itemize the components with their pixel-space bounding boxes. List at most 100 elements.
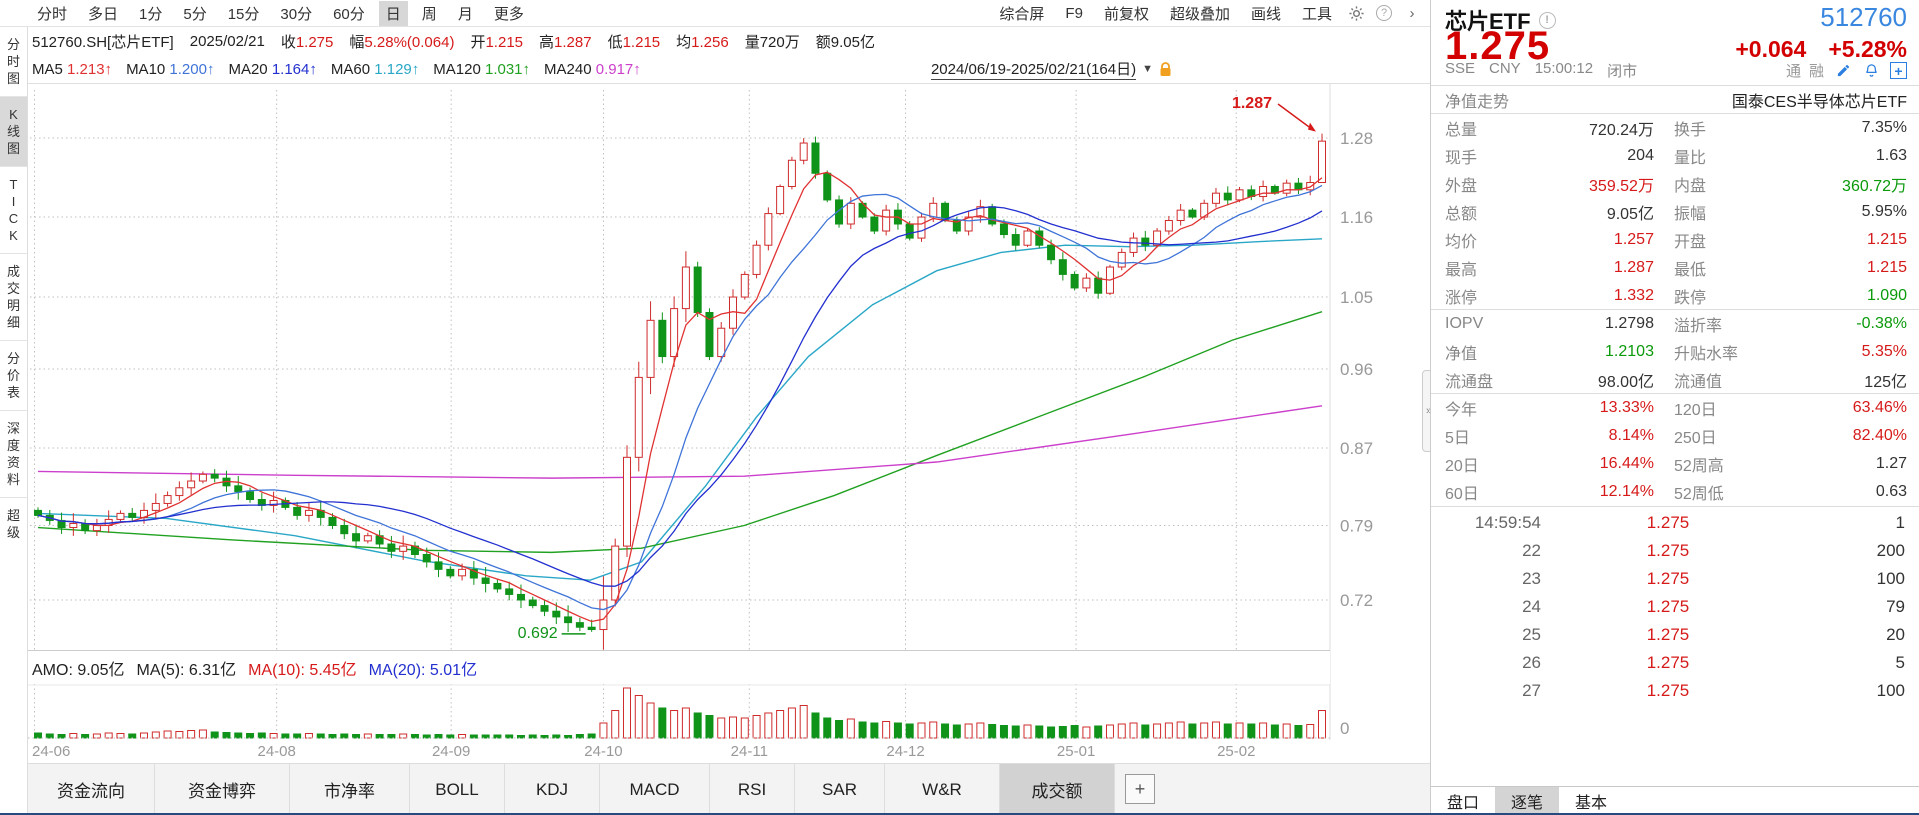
- period-tab-60分[interactable]: 60分: [333, 5, 365, 23]
- indicator-tab-资金博弈[interactable]: 资金博弈: [155, 764, 290, 813]
- svg-text:1.287: 1.287: [1232, 95, 1272, 112]
- panel-tab-bar: 盘口 逐笔 基本: [1431, 786, 1919, 813]
- stat-label: 外盘: [1445, 178, 1478, 195]
- sidebar-item-超级[interactable]: 超 级: [6, 508, 20, 540]
- toolbar-item-画线[interactable]: 画线: [1250, 5, 1281, 23]
- toolbar-item-工具[interactable]: 工具: [1301, 5, 1332, 23]
- ma-value: 0.917↑: [595, 60, 641, 78]
- tick-row[interactable]: 22 1.275 200: [1431, 537, 1919, 565]
- x-axis-label-24-09: 24-09: [431, 743, 471, 760]
- sidebar-item-深度资料[interactable]: 深 度 资 料: [0, 411, 27, 498]
- stat-value: 63.46%: [1852, 399, 1907, 416]
- info-icon[interactable]: !: [1538, 11, 1556, 29]
- stat-row-总量: 总量 720.24万 换手 7.35%: [1431, 114, 1919, 142]
- stat-value: 1.332: [1613, 286, 1654, 304]
- period-tab-1分[interactable]: 1分: [139, 5, 163, 23]
- period-tab-分时[interactable]: 分时: [37, 5, 68, 23]
- indicator-tab-BOLL[interactable]: BOLL: [410, 764, 505, 813]
- toolbar-item-F9[interactable]: F9: [1065, 4, 1083, 22]
- tick-row[interactable]: 14:59:54 1.275 1: [1431, 509, 1919, 537]
- tick-row[interactable]: 26 1.275 5: [1431, 649, 1919, 677]
- stat-value: 82.40%: [1852, 427, 1907, 444]
- stat-value: 1.63: [1875, 147, 1907, 164]
- ma-label: MA10: [126, 60, 170, 78]
- kline-chart[interactable]: 1.28 1.16 1.05 0.96 0.87 0.79 0.72 0 1.287 0.692: [28, 84, 1430, 740]
- nav-trend-row[interactable]: 净值走势 国泰CES半导体芯片ETF: [1431, 86, 1919, 114]
- sidebar-item-分价表[interactable]: 分 价 表: [0, 341, 27, 411]
- gear-icon[interactable]: [1346, 3, 1366, 23]
- svg-text:0.87: 0.87: [1340, 439, 1373, 458]
- sidebar-item-分时图[interactable]: 分 时 图: [0, 27, 27, 97]
- period-tab-5分[interactable]: 5分: [183, 5, 207, 23]
- toolbar-item-超级叠加[interactable]: 超级叠加: [1169, 5, 1230, 23]
- period-tab-月[interactable]: 月: [457, 5, 473, 23]
- add-indicator-button[interactable]: +: [1125, 774, 1155, 804]
- alert-bell-icon[interactable]: [1862, 62, 1880, 80]
- panel-tab-基本[interactable]: 基本: [1575, 795, 1608, 812]
- range-dropdown-icon[interactable]: ▼: [1142, 63, 1153, 75]
- toolbar-right-items: 综合屏 F9 前复权 超级叠加 画线 工具: [992, 1, 1346, 26]
- date-range-link[interactable]: 2024/06/19-2025/02/21(164日): [930, 58, 1137, 80]
- stat-label: 净值: [1445, 346, 1478, 363]
- indicator-tab-成交额[interactable]: 成交额: [1000, 764, 1115, 813]
- stat-row-均价: 均价 1.257 开盘 1.215: [1431, 226, 1919, 254]
- period-tab-周[interactable]: 周: [421, 5, 437, 23]
- sidebar-item-TICK[interactable]: T I C K: [0, 167, 27, 254]
- sidebar-item-成交明细[interactable]: 成 交 明 细: [0, 254, 27, 341]
- ma-legend-bar: MA5 1.213↑ MA10 1.200↑ MA20 1.164↑ MA60 1.1…: [28, 55, 1430, 84]
- quote-field-3: 幅5.28%(0.064): [349, 31, 454, 52]
- indicator-tab-市净率[interactable]: 市净率: [290, 764, 410, 813]
- ma-legend-MA10: MA10 1.200↑: [126, 61, 214, 78]
- quote-stats-grid: 总量 720.24万 换手 7.35% 现手 204 量比 1.63 外盘 359.52万 内盘 36…: [1431, 114, 1919, 506]
- stat-value: 5.35%: [1861, 343, 1907, 360]
- indicator-tab-资金流向[interactable]: 资金流向: [28, 764, 155, 813]
- stat-value: 204: [1627, 147, 1654, 164]
- stat-value: 125亿: [1864, 373, 1907, 391]
- help-icon[interactable]: ?: [1374, 3, 1394, 23]
- stat-label: 跌停: [1673, 289, 1706, 307]
- indicator-tab-MACD[interactable]: MACD: [600, 764, 710, 813]
- tick-row[interactable]: 27 1.275 100: [1431, 677, 1919, 705]
- toolbar-item-综合屏[interactable]: 综合屏: [999, 5, 1045, 23]
- quote-field-label: 幅: [349, 33, 365, 51]
- panel-tab-逐笔[interactable]: 逐笔: [1495, 787, 1560, 813]
- edit-pencil-icon[interactable]: [1834, 62, 1852, 80]
- period-toolbar: 分时 多日 1分 5分 15分 30分 60分日周月更多 综合屏 F9 前复权 超级叠加 画线 工具 …: [0, 0, 1430, 27]
- indicator-tab-RSI[interactable]: RSI: [710, 764, 795, 813]
- sidebar-item-K线图[interactable]: K 线 图: [0, 97, 27, 167]
- period-tab-15分[interactable]: 15分: [227, 5, 260, 23]
- quote-field-0: 512760.SH[芯片ETF]: [32, 31, 174, 52]
- tick-row[interactable]: 25 1.275 20: [1431, 621, 1919, 649]
- ma-legend-MA20: MA20 1.164↑: [228, 61, 316, 78]
- period-tab-日[interactable]: 日: [378, 0, 408, 26]
- tick-price: 1.275: [1646, 541, 1690, 560]
- panel-tab-盘口[interactable]: 盘口: [1447, 795, 1480, 812]
- tick-row[interactable]: 23 1.275 100: [1431, 565, 1919, 593]
- stat-row-外盘: 外盘 359.52万 内盘 360.72万: [1431, 170, 1919, 198]
- ma-value: 1.164↑: [271, 60, 317, 78]
- period-tab-更多[interactable]: 更多: [493, 5, 524, 23]
- stat-row-今年: 今年 13.33% 120日 63.46%: [1431, 394, 1919, 422]
- change-value: +0.064: [1735, 36, 1807, 62]
- stat-value: 1.2103: [1605, 343, 1654, 360]
- indicator-tab-W&R[interactable]: W&R: [885, 764, 1000, 813]
- ma-items: MA5 1.213↑ MA10 1.200↑ MA20 1.164↑ MA60 1.1…: [32, 61, 641, 78]
- tick-row[interactable]: 24 1.275 79: [1431, 593, 1919, 621]
- add-to-watchlist-icon[interactable]: +: [1890, 62, 1907, 79]
- indicator-tab-KDJ[interactable]: KDJ: [505, 764, 600, 813]
- stat-value: 98.00亿: [1597, 373, 1654, 391]
- stat-label: IOPV: [1445, 315, 1484, 332]
- stat-label: 60日: [1445, 486, 1479, 503]
- lock-icon[interactable]: [1159, 61, 1172, 77]
- quote-field-value: 2025/02/21: [189, 32, 265, 50]
- kline-chart-region: 1.28 1.16 1.05 0.96 0.87 0.79 0.72 0 1.287 0.692 …: [28, 84, 1430, 813]
- quote-field-6: 低1.215: [608, 31, 661, 52]
- chevron-right-icon[interactable]: ›: [1409, 4, 1415, 22]
- period-tab-30分[interactable]: 30分: [280, 5, 313, 23]
- ma-value: 1.213↑: [67, 60, 113, 78]
- stat-label: 20日: [1445, 458, 1479, 475]
- indicator-tab-SAR[interactable]: SAR: [795, 764, 885, 813]
- tick-time: 23: [1522, 569, 1541, 588]
- toolbar-item-前复权[interactable]: 前复权: [1103, 5, 1149, 23]
- period-tab-多日[interactable]: 多日: [88, 5, 119, 23]
